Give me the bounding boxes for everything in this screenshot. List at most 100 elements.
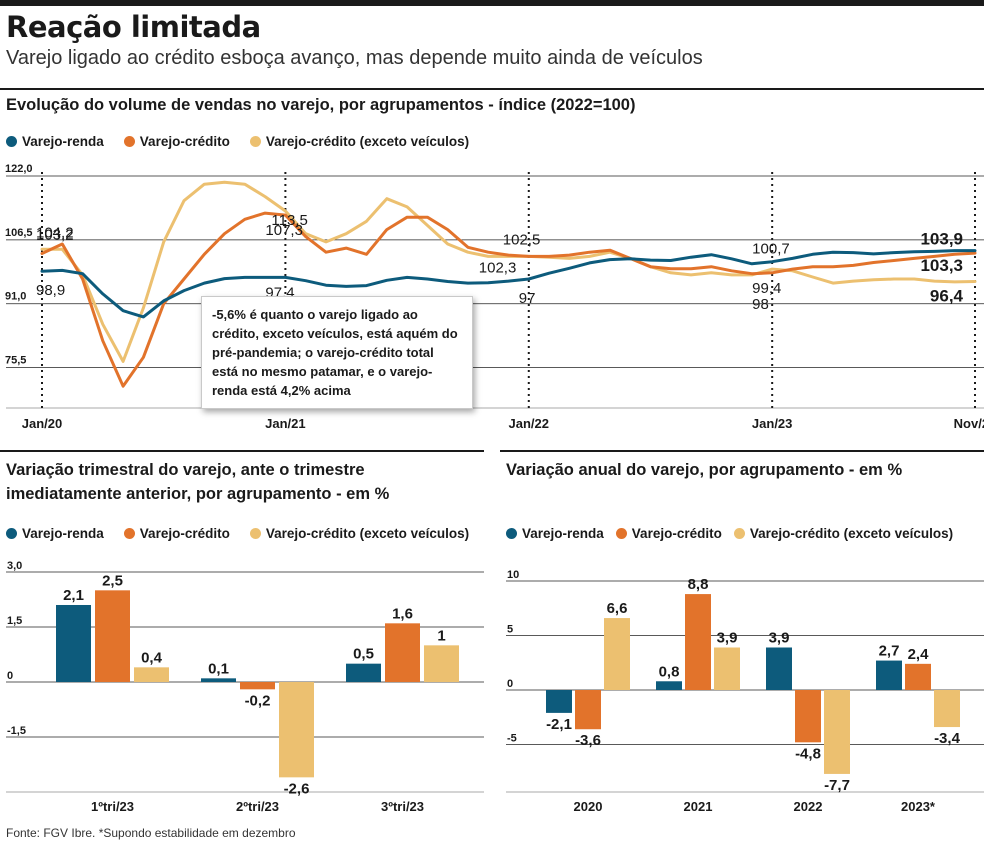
legend-label-renda: Varejo-renda [522, 526, 604, 541]
quarterly-chart-legend: Varejo-renda Varejo-crédito Varejo-crédi… [6, 526, 483, 541]
legend-dot-credito [123, 136, 135, 147]
annual-category-label: 2021 [684, 799, 713, 814]
legend-dot-credito [615, 528, 627, 539]
quarterly-bar-label: 2,1 [63, 587, 84, 604]
annual-bar-label: 2,4 [908, 646, 930, 663]
section-rule-quarterly [0, 450, 484, 452]
annual-chart-legend: Varejo-renda Varejo-crédito Varejo-crédi… [506, 526, 953, 541]
line-data-label: 102,3 [479, 259, 517, 276]
quarterly-category-label: 3ºtri/23 [381, 799, 424, 814]
line-data-label: 102,5 [503, 231, 541, 248]
legend-label-credito: Varejo-crédito [139, 134, 230, 149]
legend-item-credito: Varejo-crédito [123, 526, 230, 541]
annual-bar-label: -2,1 [546, 716, 572, 733]
legend-item-exveic: Varejo-crédito (exceto veículos) [249, 134, 470, 149]
line-x-tick-label: Jan/20 [22, 416, 62, 431]
line-chart-title: Evolução do volume de vendas no varejo, … [6, 96, 636, 114]
quarterly-bar-exveic [134, 667, 169, 682]
quarterly-y-tick-label: 1,5 [7, 615, 22, 627]
annual-bar-exveic [824, 690, 850, 774]
quarterly-category-label: 1ºtri/23 [91, 799, 134, 814]
legend-dot-renda [6, 136, 17, 147]
quarterly-y-tick-label: 0 [7, 670, 13, 682]
annual-bar-exveic [604, 618, 630, 690]
annual-bar-renda [656, 681, 682, 690]
annual-y-tick-label: 5 [507, 624, 513, 636]
annual-bar-label: -3,4 [934, 730, 961, 747]
annual-bar-label: -3,6 [575, 732, 601, 749]
quarterly-bar-label: -2,6 [284, 780, 310, 797]
quarterly-bar-renda [346, 663, 381, 682]
annual-bar-exveic [714, 647, 740, 690]
annual-bar-renda [876, 660, 902, 690]
quarterly-bar-label: 1,6 [392, 605, 413, 622]
legend-item-exveic: Varejo-crédito (exceto veículos) [249, 526, 470, 541]
annual-bar-credito [685, 594, 711, 690]
annual-bar-label: 2,7 [879, 643, 900, 660]
annotation-box: -5,6% é quanto o varejo ligado ao crédit… [201, 296, 473, 409]
annual-bar-label: -4,8 [795, 745, 821, 762]
line-x-tick-label: Nov/23 [954, 416, 984, 431]
annual-bar-credito [905, 663, 931, 690]
line-data-label: 99,4 [752, 280, 781, 297]
legend-dot-exveic [733, 528, 745, 539]
legend-dot-exveic [249, 136, 261, 147]
quarterly-bar-renda [201, 678, 236, 682]
line-data-label: 100,7 [752, 241, 790, 258]
annual-bar-renda [766, 647, 792, 690]
legend-label-renda: Varejo-renda [22, 526, 104, 541]
line-x-tick-label: Jan/22 [509, 416, 549, 431]
quarterly-chart-title: Variação trimestral do varejo, ante o tr… [6, 461, 390, 503]
annual-chart-title: Variação anual do varejo, por agrupament… [506, 461, 903, 479]
line-data-label: 103,3 [920, 256, 963, 275]
line-chart-legend: Varejo-renda Varejo-crédito Varejo-crédi… [6, 134, 483, 149]
annual-bar-label: 6,6 [607, 600, 628, 617]
quarterly-y-tick-label: 3,0 [7, 560, 22, 572]
annual-bar-label: 8,8 [688, 576, 709, 593]
annual-bar-label: 3,9 [717, 629, 738, 646]
line-data-label: 113,5 [271, 212, 307, 229]
quarterly-bar-label: 2,5 [102, 572, 123, 589]
top-bar [0, 0, 984, 6]
annual-bar-credito [575, 690, 601, 730]
annual-category-label: 2023* [901, 799, 936, 814]
legend-label-credito: Varejo-crédito [631, 526, 722, 541]
legend-label-exveic: Varejo-crédito (exceto veículos) [265, 526, 470, 541]
line-data-label: 96,4 [930, 286, 964, 305]
annual-bar-credito [795, 690, 821, 743]
line-data-label: 104,2 [36, 224, 74, 241]
legend-item-renda: Varejo-renda [6, 134, 104, 149]
source-note: Fonte: FGV Ibre. *Supondo estabilidade e… [6, 826, 296, 840]
legend-label-exveic: Varejo-crédito (exceto veículos) [265, 134, 470, 149]
annual-category-label: 2020 [574, 799, 603, 814]
annual-bar-label: -7,7 [824, 777, 850, 794]
quarterly-category-label: 2ºtri/23 [236, 799, 279, 814]
annual-bar-label: 0,8 [659, 663, 680, 680]
quarterly-bar-label: 1 [437, 627, 445, 644]
annual-y-tick-label: 10 [507, 569, 519, 581]
page-title: Reação limitada [6, 10, 261, 44]
annual-bar-label: 3,9 [769, 629, 790, 646]
line-data-label: 103,9 [920, 230, 963, 249]
line-x-tick-label: Jan/21 [265, 416, 305, 431]
legend-item-credito: Varejo-crédito [123, 134, 230, 149]
section-rule-line-chart [0, 88, 984, 90]
quarterly-bar-label: -0,2 [245, 692, 271, 709]
quarterly-bar-credito [240, 682, 275, 690]
legend-item-renda: Varejo-renda [6, 526, 104, 541]
line-y-tick-label: 122,0 [5, 163, 33, 175]
quarterly-bar-renda [56, 604, 91, 682]
line-y-tick-label: 75,5 [5, 355, 26, 367]
annual-category-label: 2022 [794, 799, 823, 814]
line-data-label: 97 [519, 290, 536, 307]
quarterly-y-tick-label: -1,5 [7, 725, 26, 737]
legend-item-credito: Varejo-crédito [615, 526, 722, 541]
legend-item-renda: Varejo-renda [506, 526, 604, 541]
legend-label-credito: Varejo-crédito [139, 526, 230, 541]
legend-dot-exveic [249, 528, 261, 539]
section-rule-annual [500, 450, 984, 452]
legend-label-renda: Varejo-renda [22, 134, 104, 149]
quarterly-bar-label: 0,5 [353, 646, 374, 663]
line-series-renda [40, 249, 977, 319]
line-data-label: 103,2 [36, 226, 74, 243]
